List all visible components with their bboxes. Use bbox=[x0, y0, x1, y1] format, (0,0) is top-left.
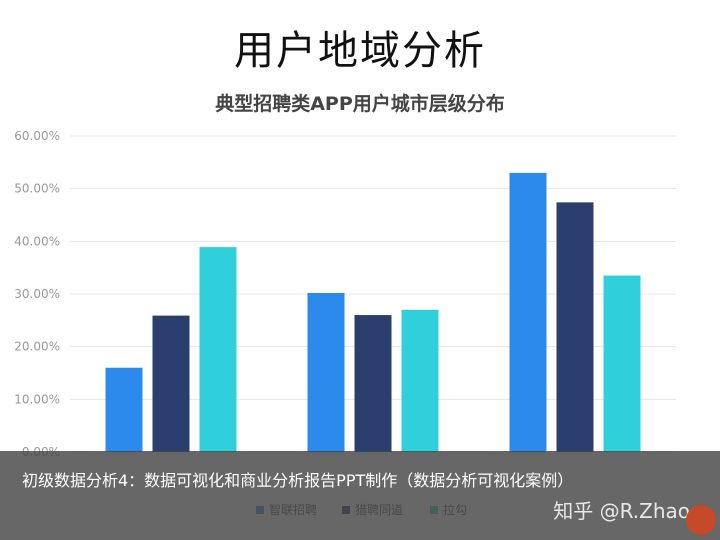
bar-2-2 bbox=[354, 315, 392, 452]
bar-2-1 bbox=[152, 315, 190, 452]
bar-1-3 bbox=[509, 172, 547, 452]
avatar bbox=[686, 505, 716, 535]
chart-title: 典型招聘类APP用户城市层级分布 bbox=[215, 92, 505, 115]
bar-3-1 bbox=[199, 247, 237, 452]
watermark: 知乎 @R.Zhao bbox=[553, 499, 690, 523]
y-tick-label: 50.00% bbox=[14, 182, 60, 196]
y-tick-label: 30.00% bbox=[14, 287, 60, 301]
bar-2-3 bbox=[556, 202, 594, 452]
caption-overlay: 初级数据分析4：数据可视化和商业分析报告PPT制作（数据分析可视化案例） 知乎 … bbox=[0, 451, 720, 540]
bar-3-3 bbox=[603, 275, 641, 452]
y-tick-label: 40.00% bbox=[14, 234, 60, 248]
bar-1-2 bbox=[307, 292, 345, 452]
page-title: 用户地域分析 bbox=[234, 28, 486, 74]
y-tick-label: 10.00% bbox=[14, 392, 60, 406]
bar-3-2 bbox=[401, 309, 439, 452]
y-tick-label: 60.00% bbox=[14, 129, 60, 143]
bar-1-1 bbox=[105, 367, 143, 452]
y-tick-label: 20.00% bbox=[14, 340, 60, 354]
caption-text: 初级数据分析4：数据可视化和商业分析报告PPT制作（数据分析可视化案例） bbox=[22, 471, 574, 490]
